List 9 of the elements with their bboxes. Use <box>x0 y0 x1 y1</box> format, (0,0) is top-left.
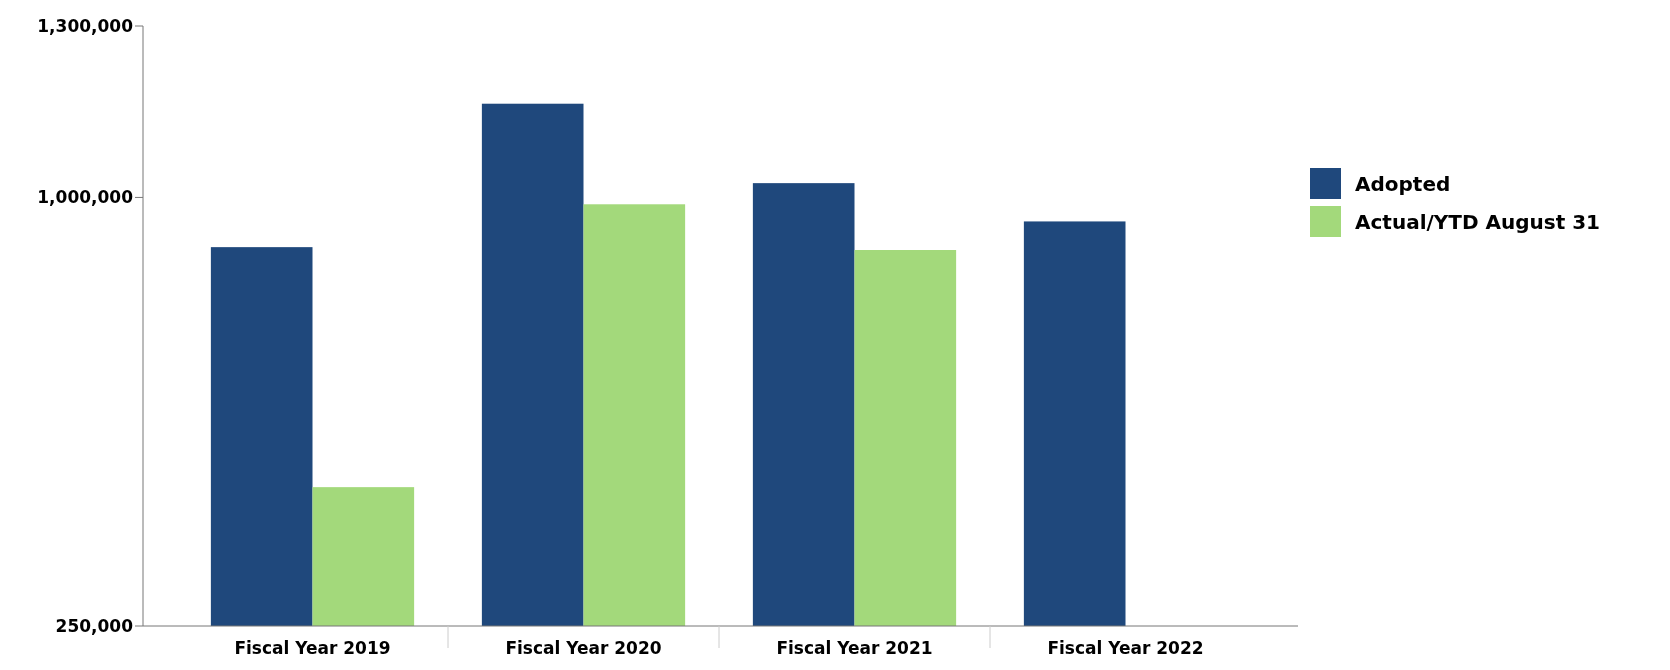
legend-label: Actual/YTD August 31 <box>1355 210 1601 234</box>
x-tick-label: Fiscal Year 2022 <box>1047 638 1204 658</box>
x-tick-label: Fiscal Year 2019 <box>234 638 391 658</box>
x-tick-label: Fiscal Year 2020 <box>505 638 662 658</box>
legend-label: Adopted <box>1355 172 1451 196</box>
y-tick-label: 1,300,000 <box>37 15 134 36</box>
x-tick-label: Fiscal Year 2021 <box>776 638 933 658</box>
y-tick-label: 250,000 <box>55 615 134 636</box>
y-tick-label: 1,000,000 <box>37 187 134 208</box>
